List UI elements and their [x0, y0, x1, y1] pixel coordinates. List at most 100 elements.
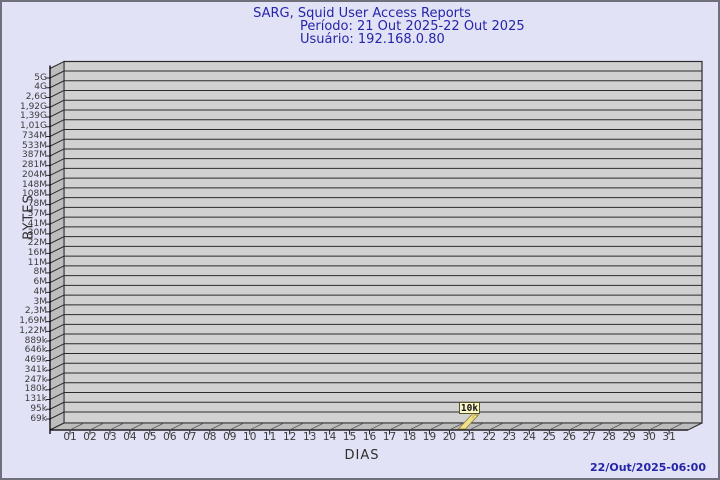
y-tick-label: 8M [33, 267, 48, 278]
floor-tick-connector [609, 423, 623, 431]
x-tick-label: 25 [542, 431, 556, 443]
y-tick-label: 22M [27, 238, 47, 249]
chart-title: SARG, Squid User Access Reports [253, 6, 471, 21]
x-tick-label: 20 [442, 431, 457, 443]
y-tick-label: 11M [27, 257, 47, 268]
bar-label-pointer [471, 413, 475, 419]
x-tick-label: 04 [123, 431, 137, 443]
floor-tick-connector [249, 423, 263, 431]
y-tick-label: 4M [33, 286, 48, 297]
floor-tick-connector [269, 423, 283, 431]
y-tick-label: 533M [22, 140, 47, 151]
floor-tick-connector [289, 423, 303, 431]
y-tick-label: 204M [22, 169, 47, 180]
y-tick-label: 57M [27, 208, 47, 219]
floor-tick-connector [169, 423, 184, 431]
x-tick-label: 17 [382, 431, 397, 443]
y-tick-label: 247k [24, 374, 47, 385]
floor-tick-connector [569, 423, 583, 431]
floor-tick-connector [209, 423, 223, 431]
y-tick-label: 2,3M [24, 306, 47, 317]
y-tick-label: 2,6G [25, 91, 47, 102]
y-tick-label: 889k [24, 335, 47, 346]
x-tick-label: 19 [422, 431, 437, 443]
y-tick-label: 148M [22, 179, 47, 190]
floor-tick-connector [189, 423, 203, 431]
y-tick-label: 108M [22, 189, 47, 200]
x-tick-label: 15 [342, 431, 357, 443]
x-tick-label: 18 [402, 431, 417, 443]
y-tick-label: 16M [27, 247, 47, 258]
y-tick-label: 6M [33, 277, 48, 288]
x-tick-label: 30 [642, 431, 656, 443]
floor-tick-connector [309, 423, 323, 431]
floor-tick-connector [89, 423, 104, 431]
x-tick-label: 27 [582, 431, 596, 443]
x-tick-label: 03 [103, 431, 117, 443]
x-tick-label: 29 [622, 431, 636, 443]
x-tick-label: 12 [282, 431, 297, 443]
floor-tick-connector [429, 423, 443, 431]
y-tick-label: 78M [27, 199, 47, 210]
x-tick-label: 11 [263, 431, 277, 443]
x-tick-label: 31 [662, 431, 676, 443]
y-tick-label: 1,01G [19, 121, 47, 132]
floor-tick-connector [629, 423, 643, 431]
floor-tick-connector [469, 423, 483, 431]
x-tick-label: 21 [462, 431, 477, 443]
x-tick-label: 09 [223, 431, 237, 443]
x-tick-label: 01 [63, 431, 77, 443]
floor-tick-connector [349, 423, 363, 431]
y-tick-label: 1,22M [19, 325, 47, 336]
floor-tick-connector [329, 423, 343, 431]
x-tick-label: 07 [183, 431, 197, 443]
left-wall-3d [49, 60, 65, 431]
y-tick-label: 646k [24, 345, 47, 356]
floor-tick-connector [409, 423, 423, 431]
y-tick-label: 469k [24, 355, 47, 366]
x-tick-label: 14 [322, 431, 337, 443]
y-tick-label: 1,92G [19, 101, 47, 112]
y-tick-label: 5G [34, 72, 47, 83]
y-tick-label: 3M [33, 296, 48, 307]
x-tick-label: 08 [203, 431, 217, 443]
y-tick-label: 341k [24, 364, 47, 375]
floor-tick-connector [648, 423, 663, 431]
chart-period: Período: 21 Out 2025-22 Out 2025 [300, 19, 525, 34]
chart-user: Usuário: 192.168.0.80 [300, 32, 445, 47]
floor-tick-connector [149, 423, 164, 431]
floor-tick-connector [129, 423, 144, 431]
floor-tick-connector [69, 423, 84, 431]
y-tick-label: 180k [24, 384, 47, 395]
plot-back-panel [63, 60, 703, 424]
floor-tick-connector [449, 423, 463, 431]
bar-value-label: 10k [459, 402, 480, 414]
x-tick-label: 22 [482, 431, 497, 443]
y-tick-label: 1,39G [19, 111, 47, 122]
y-tick-label: 95k [30, 403, 47, 414]
x-tick-label: 10 [243, 431, 257, 443]
x-tick-label: 02 [83, 431, 97, 443]
x-tick-label: 23 [502, 431, 517, 443]
x-tick-label: 06 [163, 431, 177, 443]
x-tick-label: 16 [362, 431, 377, 443]
x-tick-label: 13 [302, 431, 317, 443]
y-tick-label: 281M [22, 160, 47, 171]
y-tick-label: 1,69M [19, 316, 47, 327]
x-axis-title: DIAS [344, 448, 380, 463]
x-tick-label: 26 [562, 431, 576, 443]
floor-tick-connector [229, 423, 243, 431]
y-tick-label: 69k [30, 413, 47, 424]
x-tick-label: 24 [522, 431, 536, 443]
y-tick-label: 131k [24, 394, 47, 404]
x-tick-label: 28 [602, 431, 616, 443]
generated-timestamp: 22/Out/2025-06:00 [590, 461, 706, 474]
floor-tick-connector [369, 423, 383, 431]
y-tick-label: 4G [34, 82, 47, 93]
floor-tick-connector [489, 423, 503, 431]
x-tick-label: 05 [143, 431, 157, 443]
floor-tick-connector [529, 423, 543, 431]
floor-tick-connector [509, 423, 523, 431]
